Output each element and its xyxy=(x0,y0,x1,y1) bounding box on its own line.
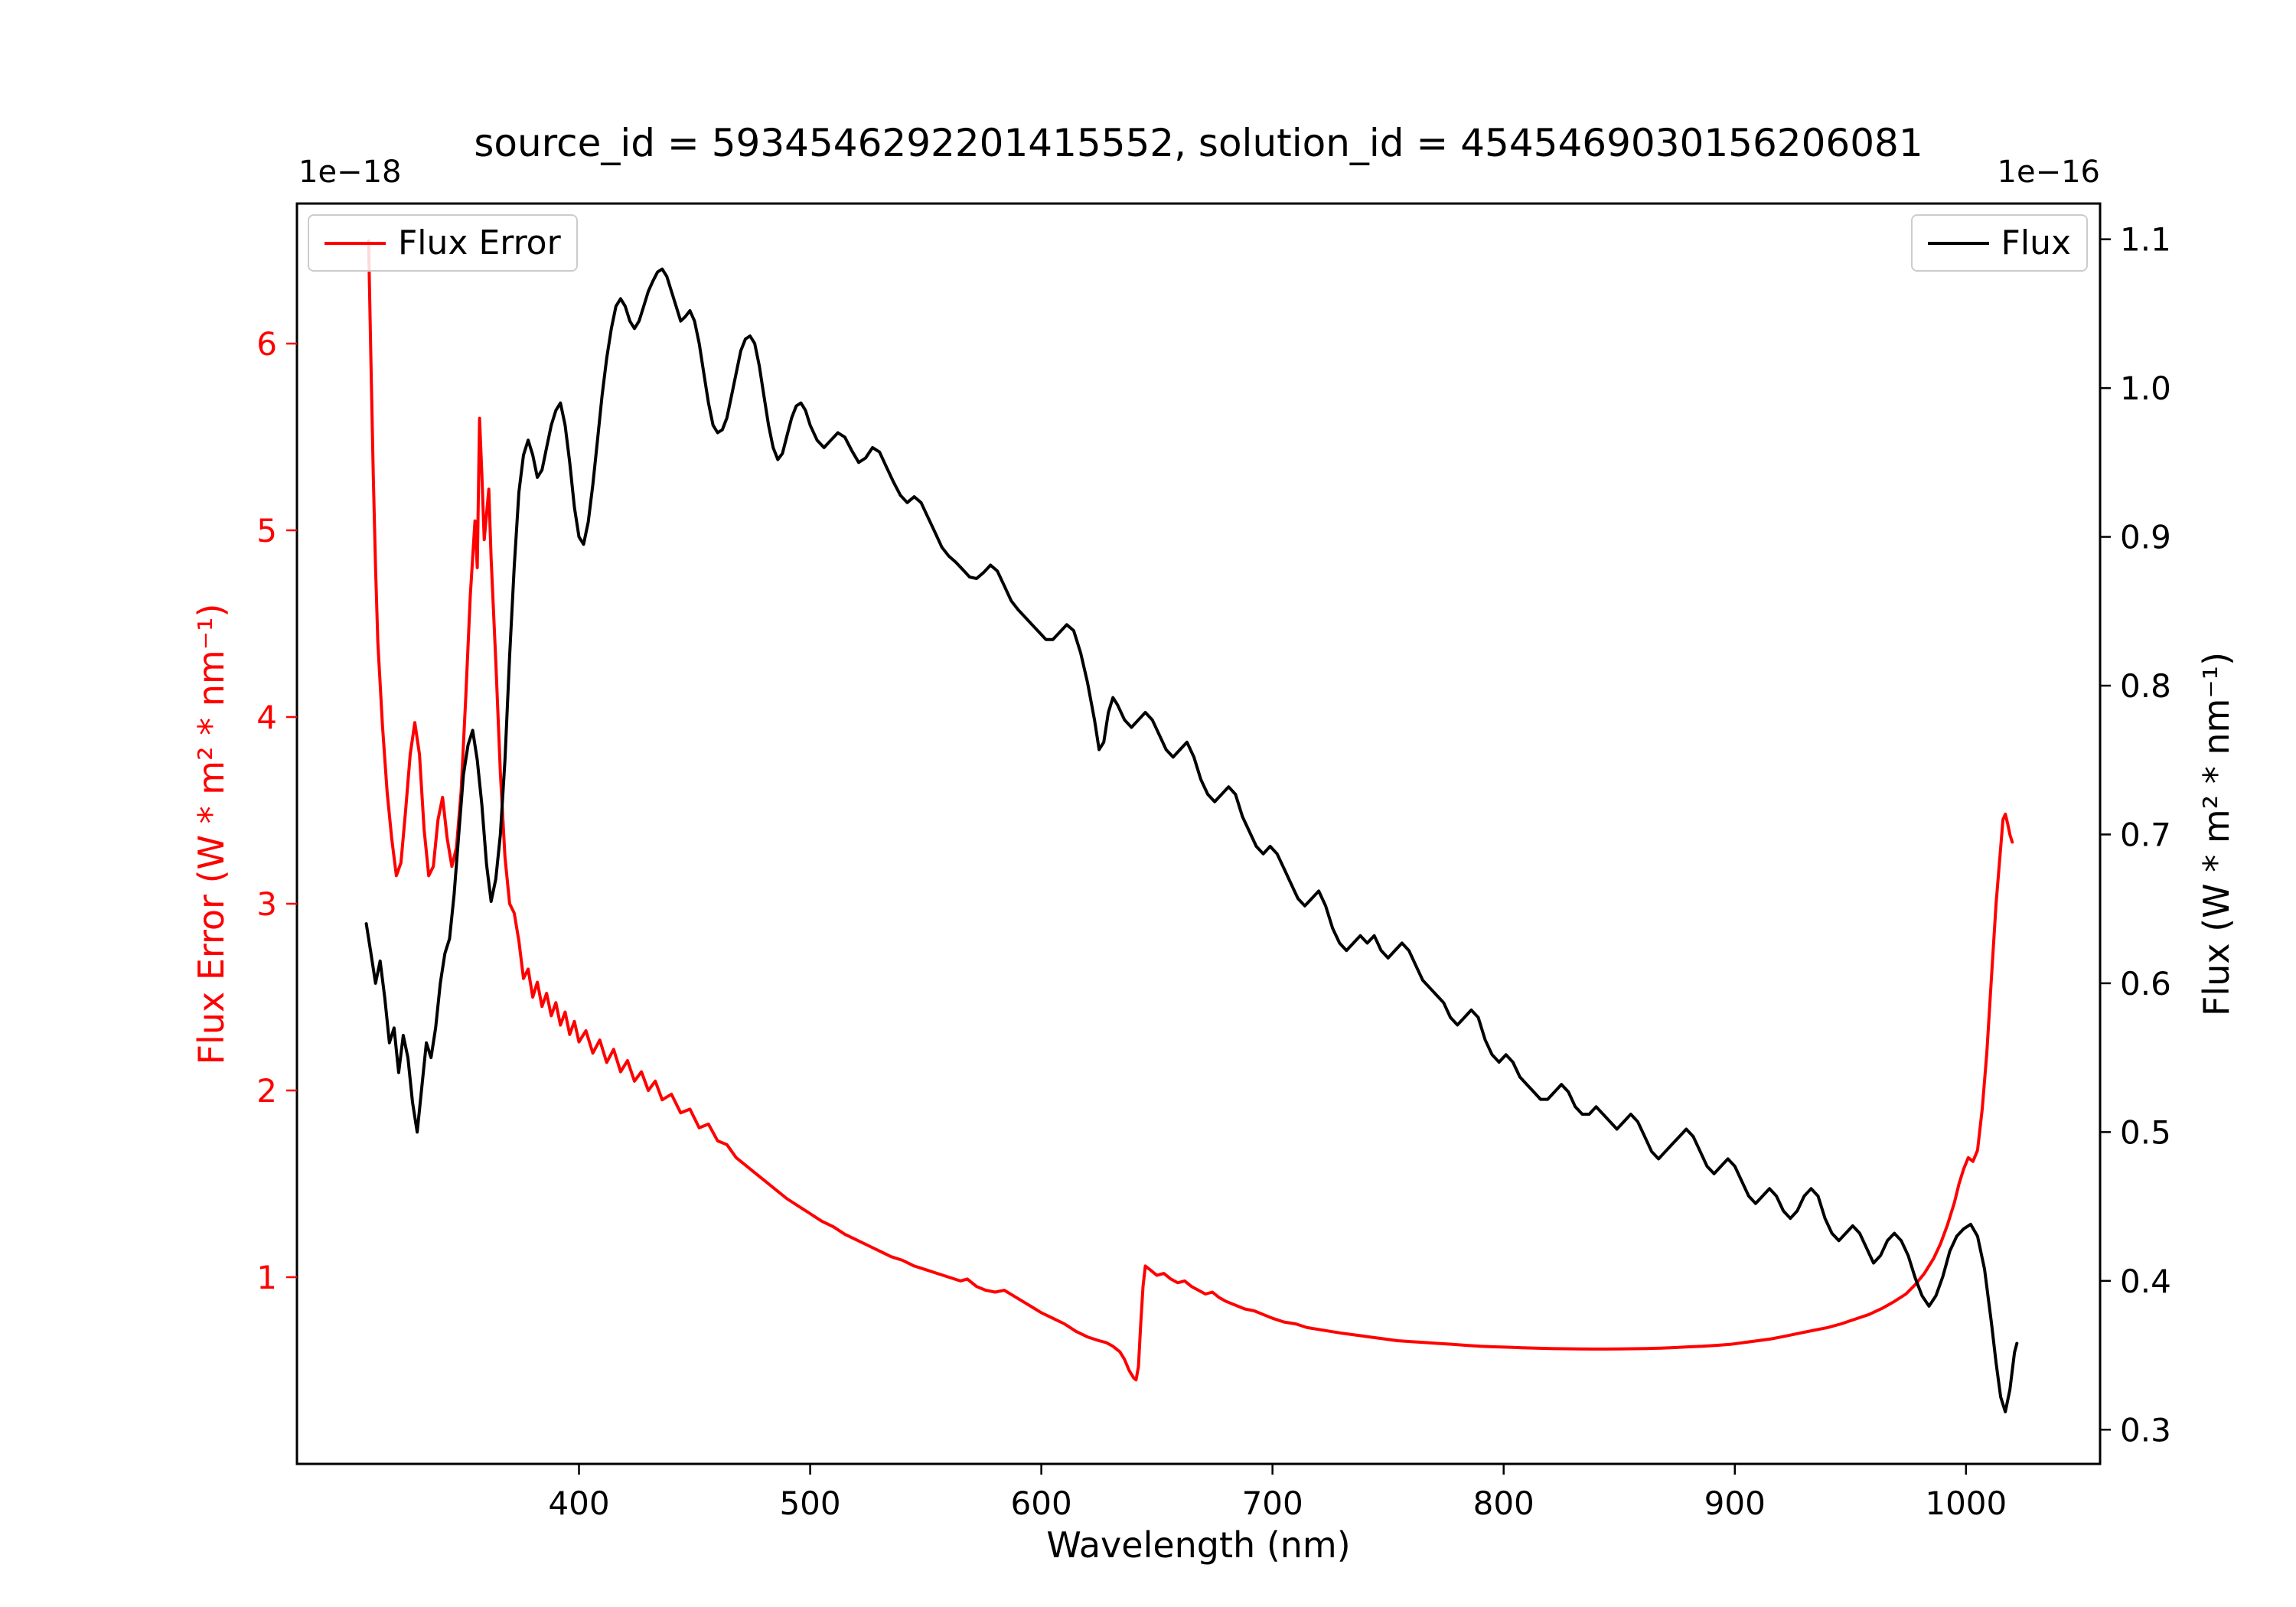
x-tick-label: 400 xyxy=(548,1485,609,1522)
legend-flux-error: Flux Error xyxy=(308,214,578,272)
left-tick-label: 3 xyxy=(256,885,277,923)
left-tick-label: 2 xyxy=(256,1072,277,1110)
x-tick-label: 700 xyxy=(1242,1485,1303,1522)
legend-flux: Flux xyxy=(1910,214,2088,272)
left-axis-offset-text: 1e−18 xyxy=(298,155,402,190)
flux-error-legend-label: Flux Error xyxy=(398,223,561,262)
left-tick-label: 6 xyxy=(256,325,277,363)
left-tick-label: 5 xyxy=(256,512,277,549)
left-tick-label: 4 xyxy=(256,699,277,736)
right-tick-label: 0.4 xyxy=(2120,1263,2171,1300)
left-tick-label: 1 xyxy=(256,1259,277,1296)
right-tick-label: 0.8 xyxy=(2120,667,2171,705)
x-tick-label: 1000 xyxy=(1925,1485,2007,1522)
right-tick-label: 0.6 xyxy=(2120,965,2171,1002)
chart-title: source_id = 5934546292201415552, solutio… xyxy=(474,121,1923,165)
flux-legend-label: Flux xyxy=(2001,223,2071,262)
flux-error-line xyxy=(367,239,2014,1382)
x-tick-label: 500 xyxy=(779,1485,840,1522)
x-tick-label: 900 xyxy=(1704,1485,1766,1522)
right-axis-offset-text: 1e−16 xyxy=(1997,155,2100,190)
right-tick-label: 0.9 xyxy=(2120,519,2171,556)
x-tick-label: 800 xyxy=(1473,1485,1534,1522)
right-tick-label: 1.0 xyxy=(2120,370,2171,407)
right-tick-label: 0.7 xyxy=(2120,816,2171,853)
flux-legend-line-icon xyxy=(1927,241,1989,245)
x-tick-label: 600 xyxy=(1011,1485,1072,1522)
right-tick-label: 1.1 xyxy=(2120,221,2171,259)
x-axis-label: Wavelength (nm) xyxy=(1046,1524,1351,1566)
right-tick-label: 0.5 xyxy=(2120,1113,2171,1151)
right-tick-label: 0.3 xyxy=(2120,1411,2171,1449)
left-y-axis-label: Flux Error (W * m² * nm⁻¹) xyxy=(191,603,232,1065)
right-y-axis-label: Flux (W * m² * nm⁻¹) xyxy=(2196,651,2237,1017)
flux-error-legend-line-icon xyxy=(325,241,386,245)
flux-line xyxy=(364,267,2019,1413)
axes-frame xyxy=(295,202,2102,1465)
